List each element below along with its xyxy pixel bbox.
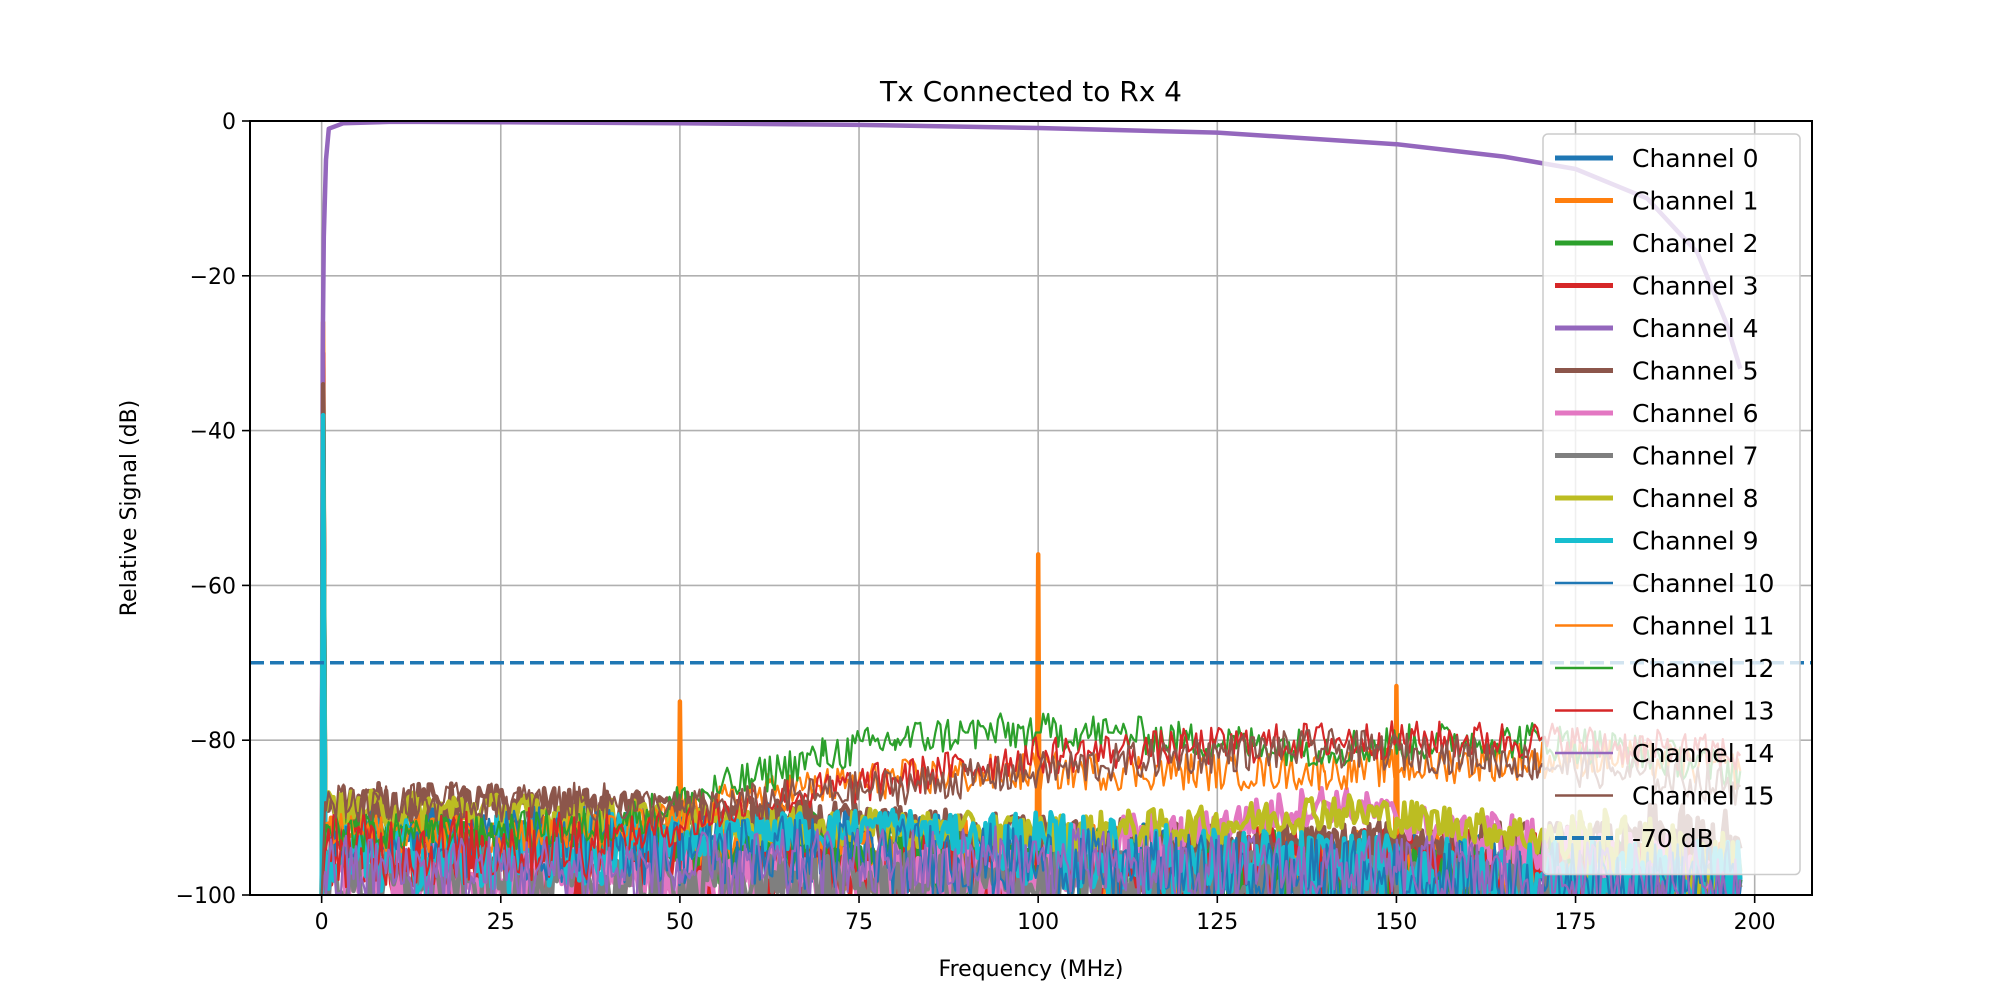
y-tick-label-100: −100 xyxy=(176,884,236,909)
legend-label-channel-15: Channel 15 xyxy=(1632,782,1774,811)
legend-label-channel-13: Channel 13 xyxy=(1632,697,1774,726)
x-tick-label-125: 125 xyxy=(1196,910,1238,935)
legend-label-channel-6: Channel 6 xyxy=(1632,399,1759,428)
plot-frame xyxy=(249,120,1813,896)
x-tick-label-100: 100 xyxy=(1017,910,1059,935)
legend-box xyxy=(1542,133,1801,876)
legend-label-channel-10: Channel 10 xyxy=(1632,569,1774,598)
legend-label-channel-12: Channel 12 xyxy=(1632,654,1774,683)
legend-label-70-db: -70 dB xyxy=(1632,824,1714,853)
legend-label-channel-7: Channel 7 xyxy=(1632,442,1759,471)
y-tick-label-0: 0 xyxy=(222,110,236,135)
y-tick-label-40: −40 xyxy=(190,420,236,445)
legend-label-channel-14: Channel 14 xyxy=(1632,739,1774,768)
legend: Channel 0 Channel 1 Channel 2 Channel 3 Chan… xyxy=(1542,133,1801,876)
x-tick-label-0: 0 xyxy=(315,910,329,935)
series-line-channel-7 xyxy=(319,846,1743,895)
x-tick-label-25: 25 xyxy=(487,910,515,935)
legend-label-channel-5: Channel 5 xyxy=(1632,357,1759,386)
legend-label-channel-0: Channel 0 xyxy=(1632,144,1759,173)
plot-area xyxy=(250,121,1812,895)
x-tick-label-175: 175 xyxy=(1555,910,1597,935)
x-tick-label-75: 75 xyxy=(845,910,873,935)
legend-label-channel-4: Channel 4 xyxy=(1632,314,1759,343)
legend-label-channel-8: Channel 8 xyxy=(1632,484,1759,513)
y-axis: 0 −20 −40 −60 −80 −100 xyxy=(176,110,250,909)
y-tick-label-80: −80 xyxy=(190,729,236,754)
y-tick-label-20: −20 xyxy=(190,265,236,290)
series-line-channel-13 xyxy=(320,720,1742,895)
chart-title: Tx Connected to Rx 4 xyxy=(879,75,1182,108)
x-tick-label-150: 150 xyxy=(1375,910,1417,935)
series-line-channel-14 xyxy=(320,825,1742,895)
y-axis-label: Relative Signal (dB) xyxy=(117,400,142,617)
series-line-channel-15 xyxy=(320,728,1742,895)
series-line-channel-11 xyxy=(320,736,1742,895)
legend-label-channel-11: Channel 11 xyxy=(1632,612,1774,641)
legend-label-channel-3: Channel 3 xyxy=(1632,272,1759,301)
y-tick-label-60: −60 xyxy=(190,574,236,599)
x-axis-label: Frequency (MHz) xyxy=(939,957,1124,982)
x-axis: 0 25 50 75 100 125 150 175 200 xyxy=(315,895,1776,935)
series-line-channel-8 xyxy=(319,428,1743,895)
legend-label-channel-9: Channel 9 xyxy=(1632,527,1759,556)
x-tick-label-200: 200 xyxy=(1734,910,1776,935)
series-layer xyxy=(319,121,1743,895)
legend-label-channel-1: Channel 1 xyxy=(1632,187,1759,216)
x-tick-label-50: 50 xyxy=(666,910,694,935)
legend-label-channel-2: Channel 2 xyxy=(1632,229,1759,258)
